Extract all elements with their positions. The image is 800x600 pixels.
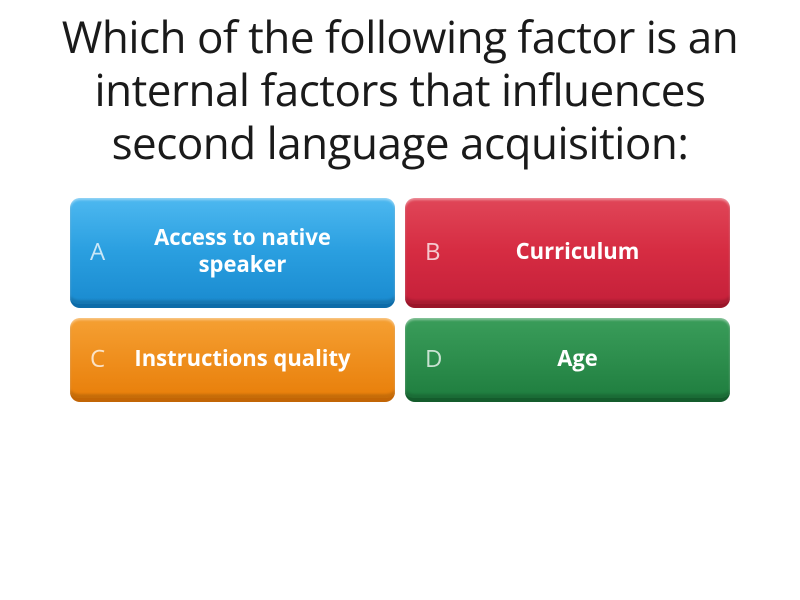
option-b-letter: B — [425, 235, 460, 268]
option-c[interactable]: C Instructions quality — [70, 318, 395, 402]
option-c-letter: C — [90, 342, 125, 375]
option-d[interactable]: D Age — [405, 318, 730, 402]
option-b[interactable]: B Curriculum — [405, 198, 730, 308]
option-a-text: Access to native speaker — [125, 224, 375, 279]
option-c-text: Instructions quality — [125, 345, 375, 373]
option-d-letter: D — [425, 342, 460, 375]
option-a-letter: A — [90, 235, 125, 268]
option-a[interactable]: A Access to native speaker — [70, 198, 395, 308]
option-d-text: Age — [460, 345, 710, 373]
option-b-text: Curriculum — [460, 238, 710, 266]
options-grid: A Access to native speaker B Curriculum … — [70, 198, 730, 402]
question-text: Which of the following factor is an inte… — [40, 10, 760, 168]
